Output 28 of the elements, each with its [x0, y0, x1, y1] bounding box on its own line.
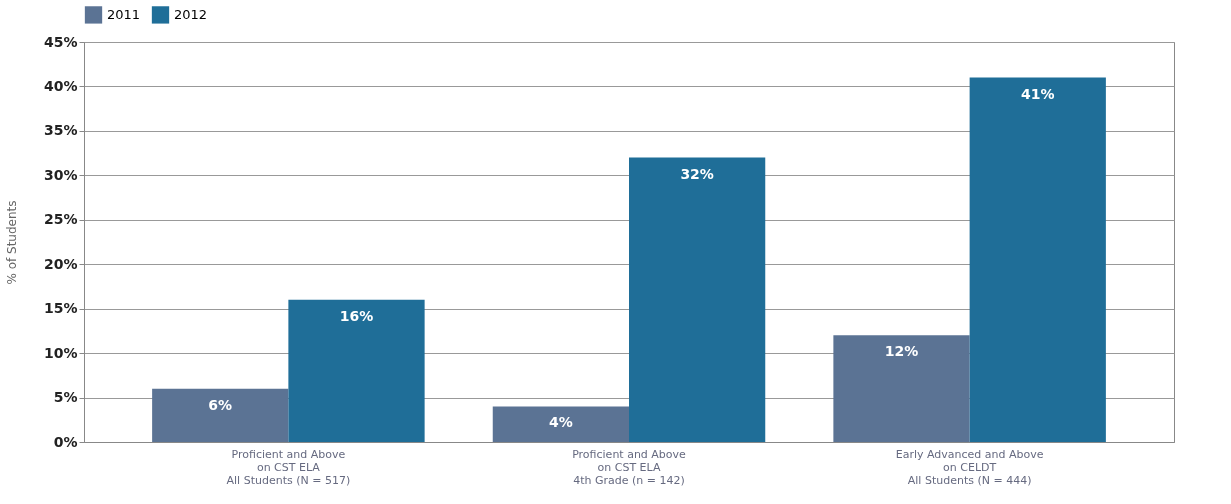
data-label: 4%	[548, 414, 573, 431]
legend-label: 2011	[107, 6, 141, 22]
y-tick-label: 35%	[43, 122, 78, 139]
x-tick-label: Proficient and Above on CST ELA 4th Grade (n = 142)	[572, 447, 687, 487]
x-tick-label: Early Advanced and Above on CELDT All Students (N = 444)	[895, 447, 1044, 487]
data-label: 12%	[884, 343, 919, 360]
legend-label: 2012	[174, 6, 208, 22]
bar	[833, 335, 970, 442]
y-tick-label: 25%	[43, 211, 78, 228]
y-tick-label: 30%	[43, 166, 78, 183]
bar	[629, 157, 766, 442]
y-tick-label: 0%	[53, 433, 78, 450]
y-tick-label: 45%	[43, 33, 78, 50]
bar	[969, 77, 1106, 442]
bar	[492, 406, 629, 442]
data-label: 6%	[208, 396, 233, 413]
y-tick-label: 15%	[43, 300, 78, 317]
data-label: 32%	[680, 165, 714, 182]
bar	[152, 388, 289, 442]
y-tick-label: 20%	[43, 255, 78, 272]
data-label: 16%	[339, 307, 374, 324]
y-axis-title: % of Students	[4, 200, 19, 285]
bar	[288, 299, 425, 442]
data-label: 41%	[1020, 85, 1055, 102]
y-tick-label: 10%	[43, 344, 78, 361]
y-tick-label: 40%	[43, 77, 78, 94]
x-tick-label: Proficient and Above on CST ELA All Students (N = 517)	[226, 447, 351, 487]
y-tick-label: 5%	[53, 389, 78, 406]
